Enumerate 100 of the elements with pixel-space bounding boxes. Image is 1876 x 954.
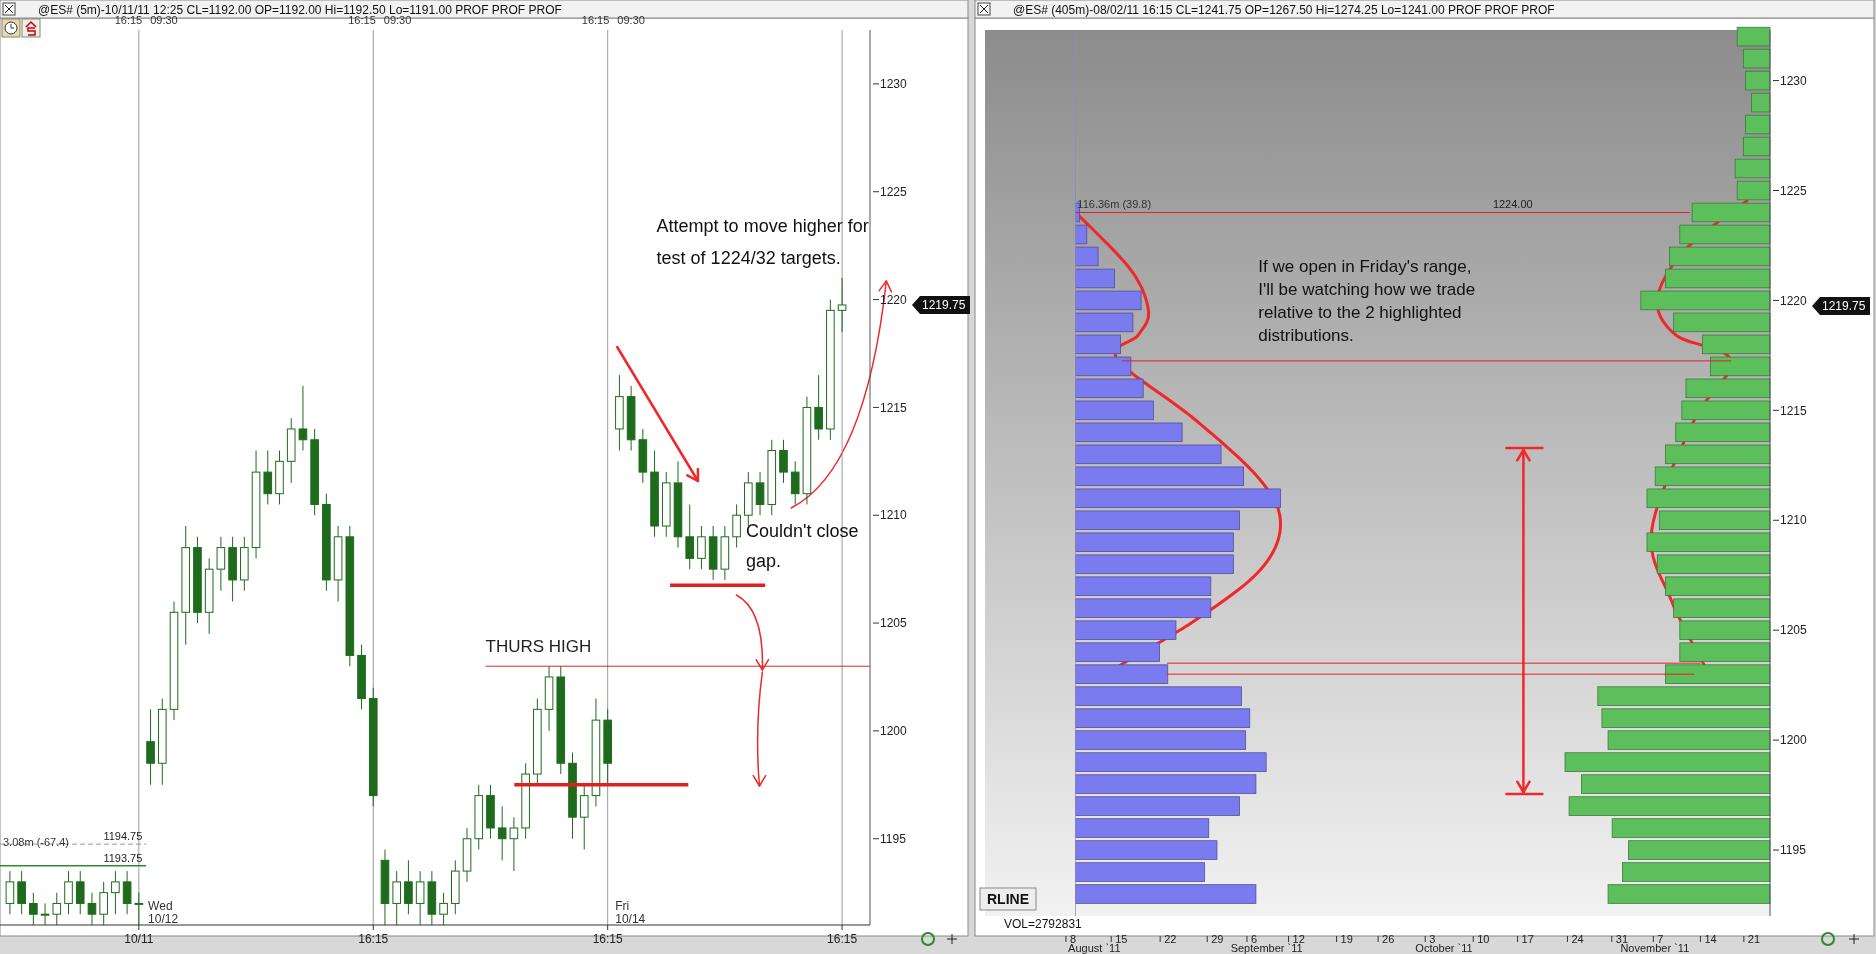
candlestick	[732, 503, 741, 549]
bar	[1075, 334, 1122, 355]
bar	[1075, 532, 1234, 552]
bar	[1681, 400, 1771, 421]
bar	[1679, 642, 1771, 662]
y-tick-label: 1195	[880, 831, 907, 846]
candlestick	[64, 870, 73, 915]
bar	[1075, 246, 1099, 267]
y-tick-label: 1225	[1780, 183, 1808, 198]
candlestick	[134, 892, 144, 926]
bar	[1675, 422, 1771, 443]
bar	[1075, 554, 1234, 574]
y-tick-label: 1200	[1780, 733, 1808, 748]
candlestick	[837, 277, 847, 333]
text: 16:15	[114, 14, 143, 26]
bar	[1075, 818, 1210, 838]
bar	[1075, 708, 1251, 728]
text: 09:30	[383, 14, 412, 26]
y-tick-label: 1200	[880, 724, 908, 739]
y-tick-label: 1210	[1780, 513, 1808, 528]
bar	[1075, 444, 1222, 465]
y-tick-label: 1195	[1780, 843, 1807, 858]
candlestick	[29, 892, 38, 926]
candlestick	[146, 708, 155, 786]
text: 22	[1164, 933, 1177, 945]
candlestick	[298, 385, 308, 452]
bar	[1640, 290, 1771, 311]
candlestick	[263, 450, 273, 505]
y-tick-label: 1210	[880, 508, 908, 523]
text: 8	[1069, 933, 1077, 945]
annotation: 116.36m (39.8)	[1077, 198, 1152, 211]
bar	[1075, 796, 1240, 816]
candlestick	[404, 859, 413, 915]
bar	[1607, 730, 1771, 750]
x-tick-label: 16:15	[827, 932, 858, 946]
candlestick	[779, 439, 788, 484]
bar	[1734, 158, 1771, 179]
candlestick	[75, 870, 85, 915]
candlestick	[216, 536, 226, 592]
y-tick-label: 1205	[1780, 623, 1808, 638]
bar	[1597, 686, 1771, 706]
y-tick-label: 1230	[880, 77, 908, 92]
y-tick-label: 1205	[880, 616, 908, 631]
bar	[1075, 862, 1206, 882]
bar	[1075, 598, 1212, 618]
text: 16:15	[581, 14, 610, 26]
text: 1219.75	[922, 298, 966, 313]
bar	[1075, 510, 1240, 531]
bar	[1665, 664, 1771, 684]
text: 24	[1571, 933, 1584, 945]
text: 6	[1250, 933, 1258, 945]
bar	[1075, 422, 1183, 443]
y-tick-label: 1225	[880, 184, 908, 199]
bar	[1673, 312, 1771, 333]
candlestick	[111, 870, 120, 915]
text: @ES# (405m)-08/02/11 16:15 CL=1241.75 OP=1267.50 Hi=1274.25 Lo=1241.00 PROF PROF PROF	[1013, 3, 1555, 17]
text: 21	[1747, 933, 1761, 945]
bar	[1654, 466, 1771, 487]
bar	[1568, 796, 1771, 816]
ref-line-label: 1194.75	[103, 830, 143, 843]
annotation: 3.08m (-67.4)	[3, 836, 70, 848]
text: 3	[1429, 933, 1436, 945]
candlestick	[579, 784, 589, 851]
bar	[1658, 510, 1771, 531]
bar	[1581, 774, 1771, 794]
candlestick	[697, 525, 706, 570]
candlestick	[392, 870, 402, 926]
text: November `11	[1620, 942, 1690, 954]
bar	[1075, 400, 1154, 421]
text: August `11	[1068, 942, 1121, 954]
bar	[1742, 48, 1771, 69]
bar	[1075, 840, 1218, 860]
text: 7	[1657, 933, 1664, 945]
bar	[1075, 686, 1242, 706]
bar	[1742, 136, 1771, 157]
bar	[1679, 224, 1771, 245]
candlestick	[87, 892, 97, 926]
chart-title: @ES# (5m)-10/11/11 12:25 CL=1192.00 OP=1192.00 Hi=1192.50 Lo=1191.00 PROF PROF PROF	[38, 3, 562, 17]
text: 12	[1292, 933, 1305, 945]
text: 09:30	[150, 14, 178, 26]
bar	[1679, 620, 1771, 640]
bar	[1673, 598, 1771, 618]
bar	[1075, 378, 1144, 399]
bar	[1665, 444, 1771, 465]
bar	[1075, 730, 1247, 750]
bar	[1710, 356, 1771, 377]
bar	[1075, 224, 1088, 245]
bar	[1646, 532, 1771, 552]
bar	[1564, 752, 1771, 772]
bar	[1075, 642, 1160, 662]
candlestick	[509, 816, 519, 872]
text: 16:15	[348, 14, 376, 26]
text: 14	[1704, 933, 1717, 945]
candlestick	[497, 805, 507, 861]
text: 09:30	[617, 14, 645, 26]
candlestick	[99, 881, 108, 926]
bar	[1669, 246, 1771, 267]
y-tick-label: 1215	[880, 400, 908, 415]
y-tick-label: 1220	[1780, 293, 1808, 308]
annotation: If we open in Friday's range, I'll be watching how we trade relative to the 2 highlighted distributions.	[1258, 257, 1476, 345]
